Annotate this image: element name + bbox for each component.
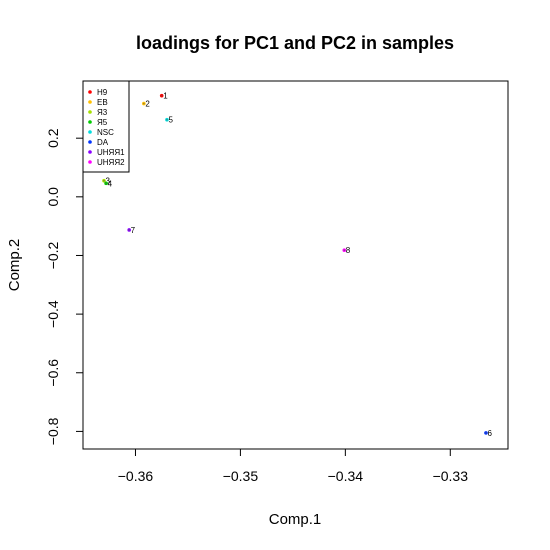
point-marker <box>343 249 346 251</box>
legend-entry: NSC <box>97 128 114 137</box>
point-marker <box>105 182 107 185</box>
point-marker <box>103 179 105 182</box>
point-marker <box>160 94 163 97</box>
y-tick-label: 0.2 <box>45 128 61 148</box>
legend-marker <box>88 110 92 114</box>
y-axis: 0.2 0.0 −0.2 −0.4 −0.6 −0.8 <box>45 128 84 445</box>
point-label: 2 <box>145 100 150 109</box>
plot-frame <box>82 80 509 450</box>
point-label: 1 <box>163 92 168 101</box>
data-points: 1 2 34 5 6 7 8 <box>102 92 492 438</box>
point-label: 4 <box>108 179 113 188</box>
legend-entry: H9 <box>97 88 108 97</box>
x-tick-label: −0.34 <box>328 468 364 484</box>
chart-title: loadings for PC1 and PC2 in samples <box>136 33 454 53</box>
legend-marker <box>88 150 92 154</box>
legend-marker <box>88 120 92 124</box>
legend-marker <box>88 140 92 144</box>
point-marker <box>166 118 168 121</box>
legend-marker <box>88 100 92 104</box>
y-tick-label: −0.4 <box>45 300 61 328</box>
point-label: 6 <box>487 429 492 438</box>
legend-entry: Я3 <box>97 108 108 117</box>
point-marker <box>485 432 487 434</box>
legend-entry: UHЯЯ2 <box>97 158 125 167</box>
y-tick-label: 0.0 <box>45 187 61 207</box>
y-tick-label: −0.6 <box>45 359 61 387</box>
y-tick-label: −0.8 <box>45 417 61 445</box>
legend-marker <box>88 90 92 94</box>
x-axis-label: Comp.1 <box>269 511 322 528</box>
point-label: 5 <box>168 116 173 125</box>
x-tick-label: −0.33 <box>433 468 469 484</box>
point-label: 3 <box>105 177 110 186</box>
y-axis-label: Comp.2 <box>6 239 23 292</box>
x-tick-label: −0.36 <box>118 468 154 484</box>
legend-entry: UHЯЯ1 <box>97 148 125 157</box>
point-marker <box>128 229 130 231</box>
legend-marker <box>88 130 92 134</box>
legend-marker <box>88 160 92 164</box>
x-axis: −0.36 −0.35 −0.34 −0.33 <box>118 448 469 484</box>
legend-entry: Я5 <box>97 118 108 127</box>
x-tick-label: −0.35 <box>223 468 259 484</box>
point-label: 8 <box>346 246 351 255</box>
point-label: 7 <box>131 226 136 235</box>
legend-entry: EB <box>97 98 108 107</box>
point-marker <box>143 102 145 105</box>
legend-entry: DA <box>97 138 109 147</box>
y-tick-label: −0.2 <box>45 241 61 269</box>
legend-box <box>82 80 130 173</box>
